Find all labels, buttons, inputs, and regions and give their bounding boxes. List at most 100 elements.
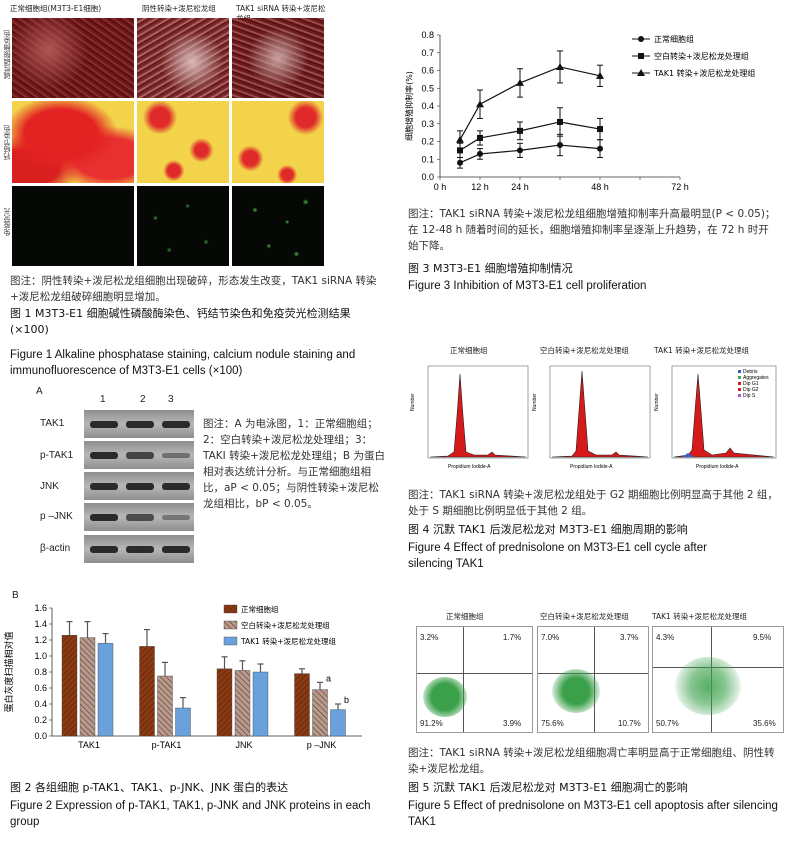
legend-swatch-g1 bbox=[738, 382, 741, 385]
fig4-panel-title-2: 空白转染+泼尼松龙处理组 bbox=[540, 346, 629, 355]
data-point bbox=[517, 127, 523, 134]
fig5-normal-ll: 91.2% bbox=[420, 719, 443, 728]
x-tick-label: JNK bbox=[235, 740, 252, 750]
y-tick-label: 0.0 bbox=[34, 731, 47, 741]
y-tick-label: 0.1 bbox=[421, 154, 434, 164]
y-tick-label: 0.8 bbox=[34, 667, 47, 677]
fig5-scatter-normal: 3.2% 1.7% 91.2% 3.9% bbox=[416, 626, 533, 733]
histogram-s-phase bbox=[682, 453, 694, 457]
fig2-blot-label-pjnk: p –JNK bbox=[40, 511, 73, 522]
y-tick-label: 1.2 bbox=[34, 635, 47, 645]
bar bbox=[216, 668, 233, 737]
blot-band bbox=[126, 452, 154, 459]
legend-swatch bbox=[223, 604, 238, 614]
data-point bbox=[557, 118, 563, 125]
fig1-title-cn: 图 1 M3T3-E1 细胞碱性磷酸酶染色、钙结节染色和免疫荧光检测结果(×10… bbox=[10, 307, 351, 336]
y-tick-label: 0.5 bbox=[421, 83, 434, 93]
legend-label: 空白转染+泼尼松龙处理组 bbox=[241, 620, 330, 630]
bar bbox=[175, 707, 191, 737]
fig2-blot-actin bbox=[84, 535, 194, 563]
data-point bbox=[457, 159, 463, 166]
bar bbox=[234, 670, 251, 737]
fig1-alp-image-tak1 bbox=[232, 18, 324, 98]
fig1-row-label-alp: 碱性磷酸酶染色 bbox=[3, 30, 11, 79]
fig1-row-label-calcium: 钙结节染色 bbox=[3, 125, 11, 160]
fig1-calcium-image-negative bbox=[137, 101, 229, 183]
legend-marker bbox=[638, 36, 644, 42]
fig4-title-en: Figure 4 Effect of prednisolone on M3T3-… bbox=[408, 542, 707, 570]
histogram-frame bbox=[671, 365, 777, 459]
significance-label: a bbox=[326, 673, 331, 683]
fig1-note: 图注：阴性转染+泼尼松龙组细胞出现破碎，形态发生改变，TAK1 siRNA 转染… bbox=[10, 275, 377, 303]
legend-label: 正常细胞组 bbox=[241, 604, 279, 614]
fig1-calcium-image-normal bbox=[12, 101, 134, 183]
blot-band bbox=[126, 546, 154, 553]
legend-swatch-g2 bbox=[738, 388, 741, 391]
legend-marker bbox=[637, 69, 645, 76]
legend-label: 空白转染+泼尼松龙处理组 bbox=[654, 51, 749, 61]
blot-band bbox=[162, 421, 190, 428]
fig4-title-cn: 图 4 沉默 TAK1 后泼尼松龙对 M3T3-E1 细胞周期的影响 bbox=[408, 523, 688, 536]
fig2-lane-3: 3 bbox=[168, 394, 174, 405]
y-tick-label: 0.4 bbox=[34, 699, 47, 709]
legend-swatch-aggregates bbox=[738, 376, 741, 379]
fig1-alp-image-normal bbox=[12, 18, 134, 98]
fig2-blot-ptak1 bbox=[84, 441, 194, 469]
fig4-xlabel: Propidium Iodide-A bbox=[570, 464, 613, 470]
fig5-normal-ur: 1.7% bbox=[503, 633, 522, 642]
fig5-panel-title-2: 空白转染+泼尼松龙处理组 bbox=[540, 612, 629, 621]
fig5-normal-lr: 3.9% bbox=[503, 719, 522, 728]
x-tick-label: TAK1 bbox=[78, 740, 100, 750]
y-tick-label: 0.4 bbox=[421, 101, 434, 111]
x-tick-label: 48 h bbox=[591, 182, 609, 192]
y-tick-label: 1.4 bbox=[34, 619, 47, 629]
fig1-fluor-image-tak1 bbox=[232, 186, 324, 266]
legend-swatch bbox=[223, 620, 238, 630]
legend-label: TAK1 转染+泼尼松龙处理组 bbox=[240, 636, 336, 646]
fig5-tak1-ur: 9.5% bbox=[753, 633, 772, 642]
fig4-panel-title-1: 正常细胞组 bbox=[450, 346, 488, 355]
blot-band bbox=[126, 514, 154, 521]
fig1-alp-image-negative bbox=[137, 18, 229, 98]
y-tick-label: 0.2 bbox=[421, 137, 434, 147]
histogram-peak bbox=[673, 373, 775, 458]
blot-band bbox=[162, 515, 190, 520]
fig2-lane-2: 2 bbox=[140, 394, 146, 405]
fig4-histogram-tak1: Debris Aggregates Dip G1 Dip G2 Dip S Nu… bbox=[654, 365, 777, 470]
fig1-calcium-image-tak1 bbox=[232, 101, 324, 183]
y-axis-label: 细胞增殖抑制率(%) bbox=[404, 71, 414, 141]
fig5-panel-title-3: TAK1 转染+泼尼松龙处理组 bbox=[652, 612, 747, 621]
y-tick-label: 0.6 bbox=[421, 66, 434, 76]
fig4-ylabel: Number bbox=[654, 393, 660, 411]
x-tick-label: p-TAK1 bbox=[152, 740, 182, 750]
legend-marker bbox=[638, 53, 644, 59]
fig5-negative-ur: 3.7% bbox=[620, 633, 639, 642]
fig1-fluor-image-normal bbox=[12, 186, 134, 266]
fig2b-bar-chart: 0.0 0.2 0.4 0.6 0.8 1.0 1.2 1.4 1.6 蛋白灰度扫描相对值 TAK1… bbox=[3, 603, 362, 750]
blot-band bbox=[90, 546, 118, 553]
bar bbox=[139, 646, 155, 737]
fig5-scatter-tak1: 4.3% 9.5% 50.7% 35.6% bbox=[652, 626, 784, 733]
quadrant-divider-horizontal bbox=[538, 673, 648, 674]
data-point bbox=[456, 135, 464, 143]
data-point bbox=[457, 147, 463, 154]
significance-label: b bbox=[344, 695, 349, 705]
fig2-title-cn: 图 2 各组细胞 p-TAK1、TAK1、p-JNK、JNK 蛋白的表达 bbox=[10, 781, 289, 794]
histogram-frame bbox=[427, 365, 529, 459]
histogram-peak bbox=[429, 373, 527, 458]
legend-swatch-debris bbox=[738, 370, 741, 373]
data-point bbox=[596, 71, 604, 79]
data-point bbox=[516, 78, 524, 86]
fig5-negative-ll: 75.6% bbox=[541, 719, 564, 728]
legend-label: TAK1 转染+泼尼松龙处理组 bbox=[653, 68, 755, 78]
data-point bbox=[477, 134, 483, 141]
bar bbox=[97, 643, 114, 737]
fig5-title-cn: 图 5 沉默 TAK1 后泼尼松龙对 M3T3-E1 细胞凋亡的影响 bbox=[408, 781, 688, 794]
fig5-negative-ul: 7.0% bbox=[541, 633, 560, 642]
x-tick-label: 24 h bbox=[511, 182, 529, 192]
quadrant-divider-vertical bbox=[463, 627, 464, 732]
y-tick-label: 0.0 bbox=[421, 172, 434, 182]
scatter-cloud bbox=[675, 657, 741, 715]
fig5-tak1-ll: 50.7% bbox=[656, 719, 679, 728]
fig2-blot-pjnk bbox=[84, 503, 194, 531]
